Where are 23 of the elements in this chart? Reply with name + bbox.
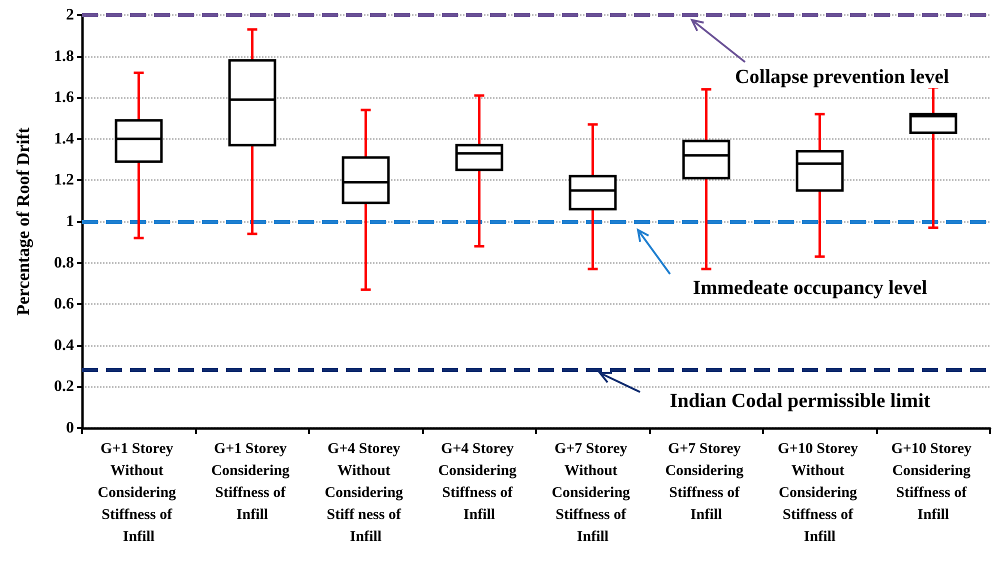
x-tick-label: G+4 Storey Without Considering Stiff ness of Infill [324,441,407,545]
ref-line-label: Indian Codal permissible limit [670,390,931,412]
x-tick-label: G+4 Storey Considering Stiffness of Infill [438,441,520,523]
y-tick-label: 1.8 [54,48,74,65]
y-tick-label: 1.6 [54,89,74,106]
y-tick-label: 0.4 [54,336,74,354]
y-tick-label: 0.2 [54,378,74,396]
ref-line-label: Immedeate occupancy level [692,277,928,299]
x-tick-label: G+7 Storey Considering Stiffness of Infill [665,441,748,523]
legend-label: Collapse prevention level [734,66,950,88]
x-tick-label: G+10 Storey Considering Stiffness of Infill [891,441,976,523]
x-tick-label: G+1 Storey Without Considering Stiffness of Infill [98,441,180,545]
y-tick-label: 1 [66,213,74,230]
x-tick-label: G+10 Storey Without Considering Stiffness of Infill [778,441,862,545]
y-tick-label: 1.4 [54,130,74,148]
y-tick-label: 0 [66,420,74,436]
y-tick-label: 2 [66,6,74,24]
y-tick-label: 0.8 [54,254,74,272]
x-tick-label: G+1 Storey Considering Stiffness of Infill [211,441,294,523]
y-axis-title: Percentage of Roof Drift [13,127,33,316]
y-tick-label: 0.6 [54,296,74,313]
x-tick-label: G+7 Storey Without Considering Stiffness of Infill [552,441,634,545]
y-tick-label: 1.2 [54,172,74,189]
